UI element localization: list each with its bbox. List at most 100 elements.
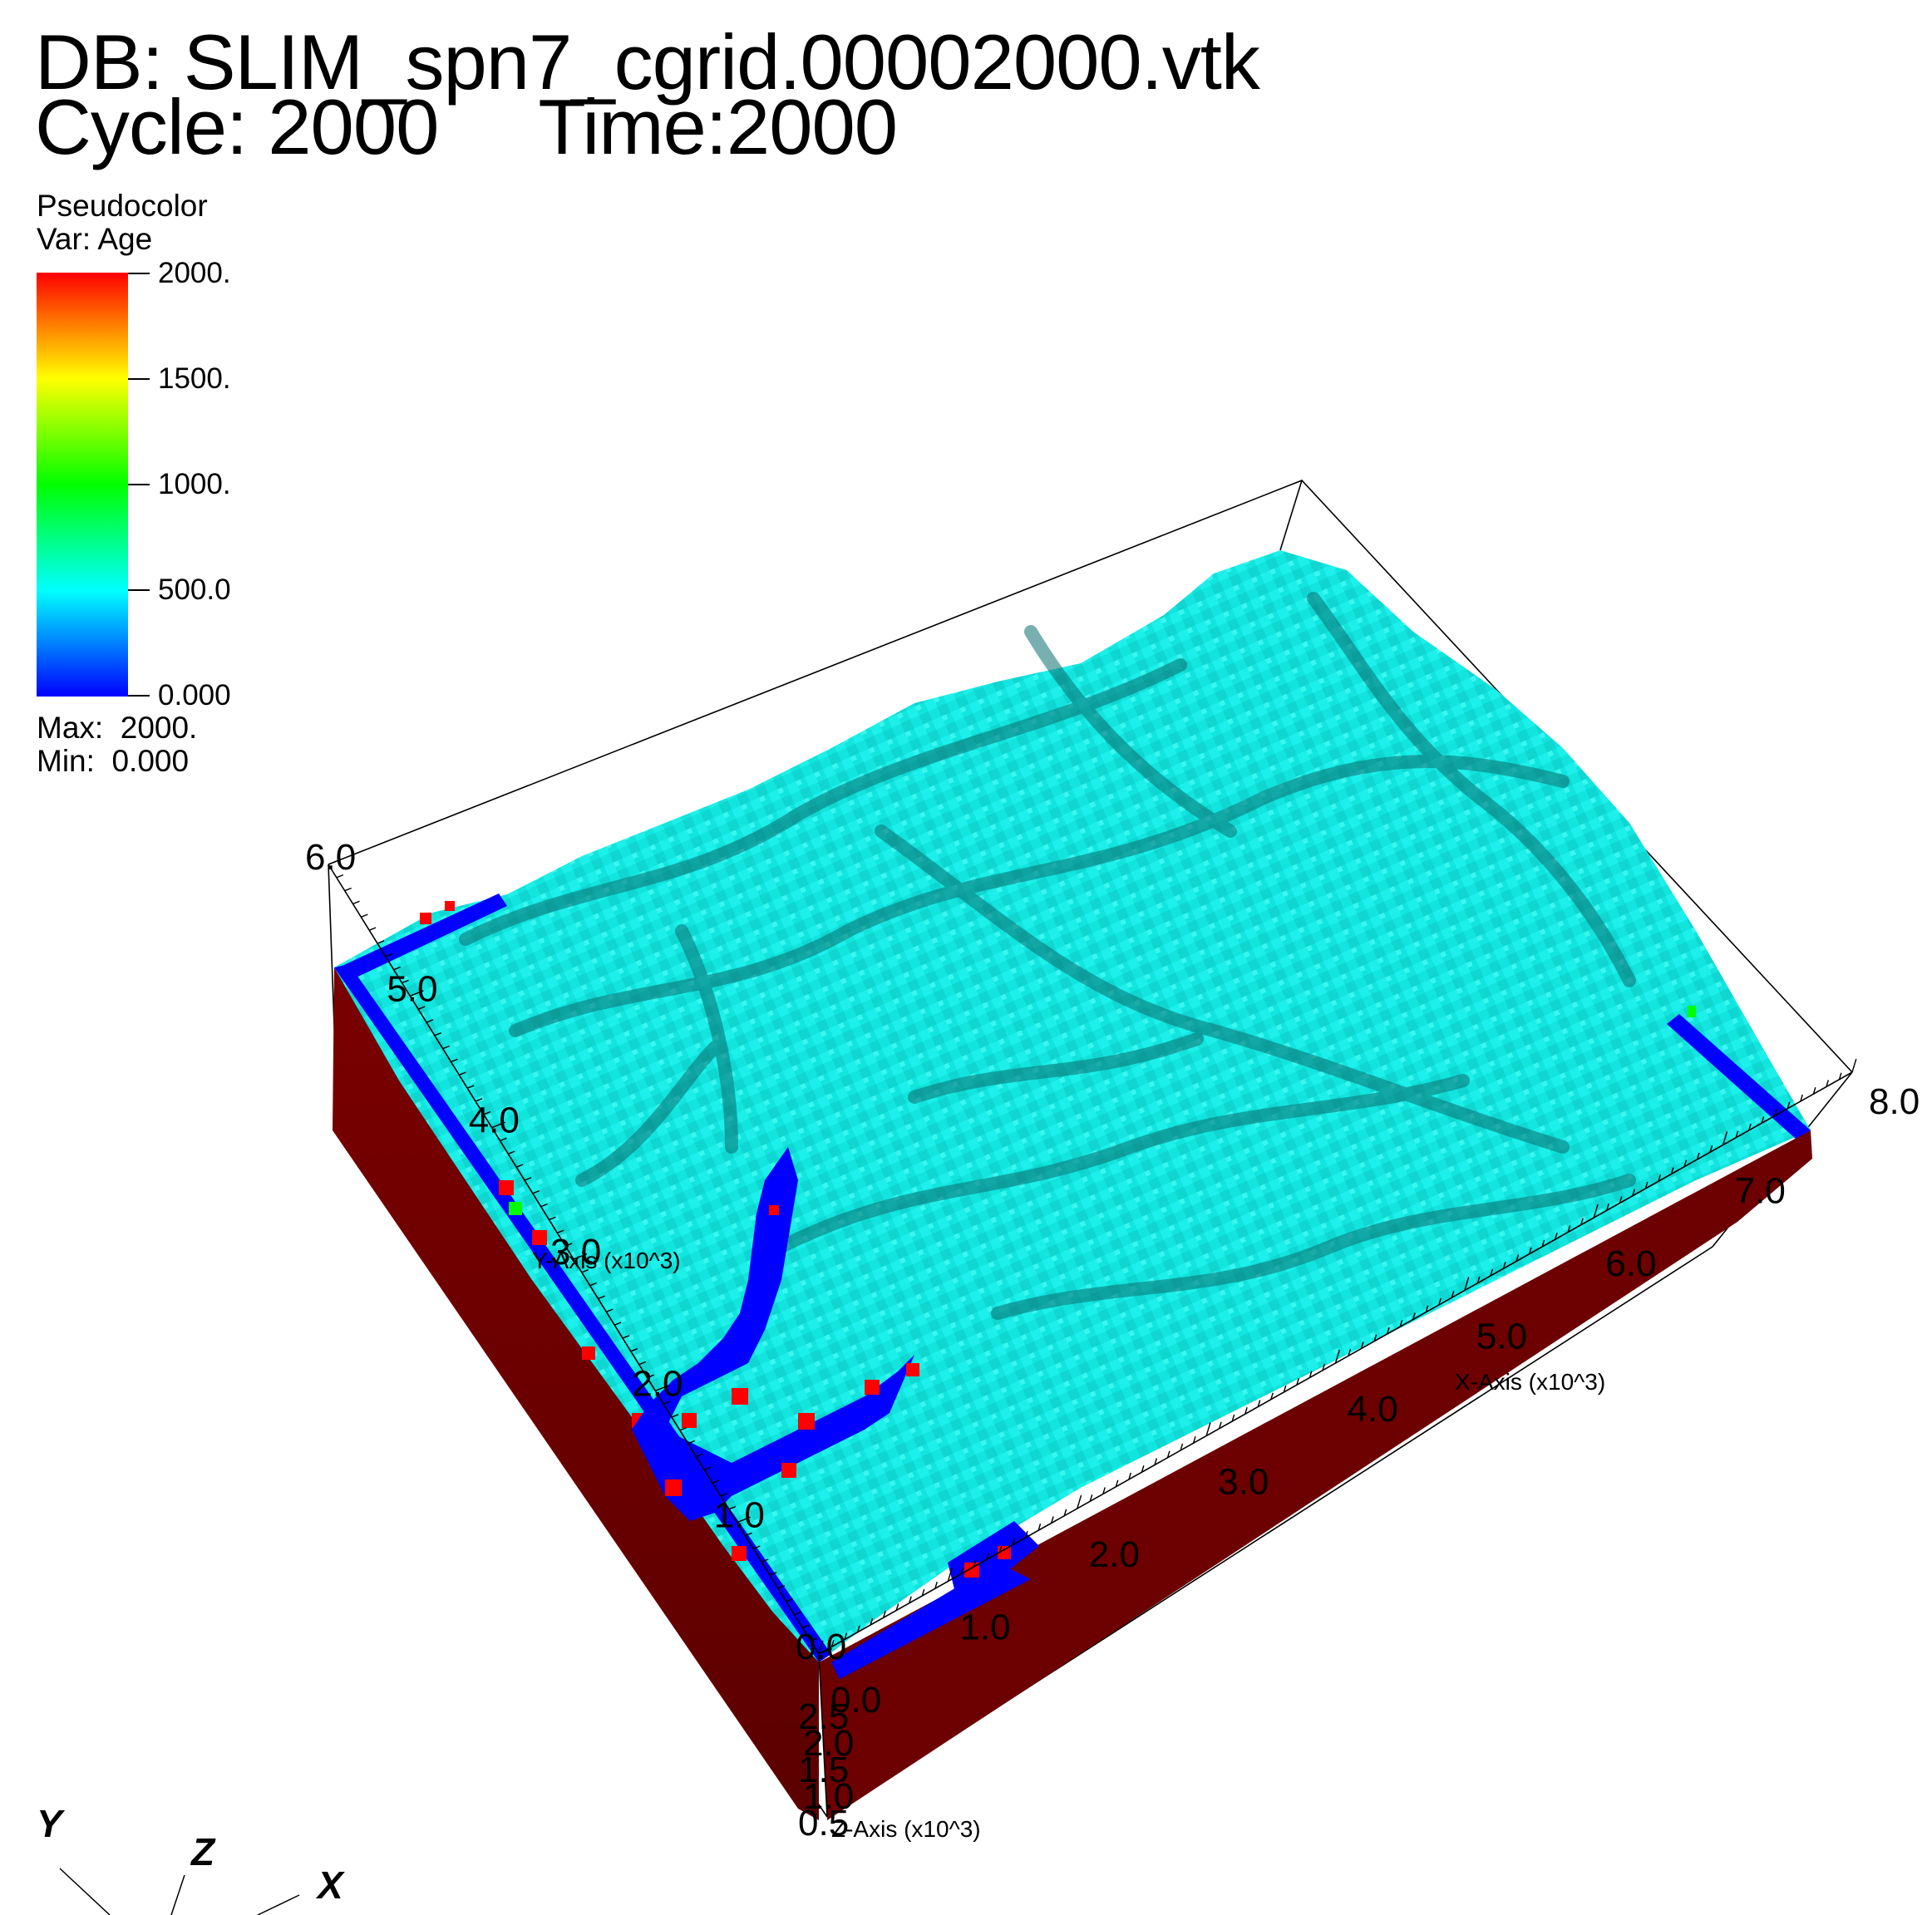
x-tick	[1748, 1123, 1752, 1131]
x-tick	[909, 1596, 912, 1603]
y-tick-label: 6.0	[305, 837, 356, 878]
y-tick-label: 2.0	[632, 1363, 683, 1404]
y-tick-label: 5.0	[387, 968, 437, 1009]
y-tick	[368, 927, 377, 931]
x-tick	[1528, 1247, 1532, 1254]
x-tick	[947, 1568, 953, 1582]
x-axis-tick-labels: 0.0 1.0 2.0 3.0 4.0 5.0 6.0 7.0 8.0	[830, 1081, 1920, 1721]
x-tick	[1063, 1509, 1067, 1516]
x-tick	[1412, 1312, 1416, 1320]
x-tick	[1838, 1072, 1842, 1080]
y-tick	[508, 1150, 515, 1154]
y-tick	[336, 874, 344, 879]
x-tick	[1051, 1516, 1054, 1524]
x-tick	[1037, 1524, 1042, 1531]
x-tick-label: 4.0	[1348, 1389, 1398, 1430]
x-tick	[1722, 1131, 1728, 1145]
y-tick	[704, 1466, 712, 1470]
triad-y-label: Y	[37, 1802, 66, 1845]
y-tick	[769, 1572, 777, 1576]
y-tick	[515, 1164, 524, 1168]
y-tick	[818, 1647, 833, 1655]
x-tick-label: 1.0	[959, 1607, 1010, 1648]
x-tick	[883, 1611, 886, 1618]
x-tick-label: 3.0	[1218, 1462, 1269, 1503]
x-tick	[1128, 1472, 1131, 1480]
x-tick-label: 0.0	[830, 1680, 881, 1721]
x-tick	[1593, 1204, 1599, 1218]
y-tick	[614, 1322, 622, 1326]
x-tick	[1154, 1458, 1158, 1465]
x-tick	[986, 1553, 990, 1560]
y-tick	[352, 900, 360, 905]
y-tick	[761, 1558, 769, 1563]
x-tick	[1348, 1349, 1352, 1356]
y-tick	[451, 1058, 458, 1063]
y-tick	[794, 1611, 801, 1616]
y-tick	[606, 1308, 614, 1312]
x-tick	[856, 1625, 860, 1632]
legend-tick-label: 1500.	[158, 362, 231, 395]
z-axis-title: Z-Axis (x10^3)	[831, 1816, 981, 1842]
z-axis-tick-labels: 2.52.01.51.00.5	[798, 1696, 854, 1844]
y-axis-ticks	[328, 858, 833, 1655]
x-tick	[973, 1559, 977, 1568]
y-tick-label: 3.0	[550, 1232, 601, 1273]
x-tick	[1309, 1371, 1313, 1378]
x-tick	[934, 1582, 938, 1589]
x-tick	[1089, 1494, 1093, 1502]
x-tick	[1696, 1152, 1700, 1160]
x-tick	[1541, 1239, 1545, 1248]
x-tick	[870, 1617, 874, 1626]
y-tick-label: 4.0	[469, 1100, 520, 1141]
x-tick	[1360, 1341, 1364, 1349]
x-tick	[1658, 1174, 1662, 1182]
x-tick	[1257, 1400, 1261, 1407]
legend-max-label: Max: 2000.	[37, 711, 198, 745]
y-tick	[459, 1071, 466, 1076]
x-tick	[1192, 1436, 1196, 1444]
x-tick	[1464, 1277, 1470, 1291]
x-tick	[1024, 1530, 1028, 1538]
database-label: DB: SLIM_spn7_cgrid.00002000.vtk	[35, 18, 1260, 106]
y-tick	[434, 1031, 442, 1036]
legend-variable: Var: Age	[37, 222, 153, 256]
x-tick	[1180, 1443, 1184, 1451]
x-tick	[1166, 1450, 1171, 1458]
y-tick	[564, 1243, 573, 1247]
x-tick	[1334, 1349, 1340, 1364]
surface-side-front	[819, 1130, 1812, 1820]
legend-tick-label: 500.0	[158, 574, 231, 606]
z-tick-label: 0.5	[798, 1803, 849, 1844]
y-tick	[696, 1453, 703, 1458]
y-tick	[532, 1189, 540, 1194]
y-tick	[402, 979, 409, 984]
x-tick	[1399, 1320, 1403, 1327]
y-tick	[671, 1414, 679, 1418]
x-axis-ticks	[818, 1058, 1857, 1655]
y-tick	[581, 1268, 589, 1273]
legend-tick-label: 2000.	[158, 257, 231, 289]
y-tick	[679, 1426, 688, 1431]
x-tick	[1632, 1189, 1635, 1196]
x-tick	[1373, 1334, 1378, 1341]
y-tick	[786, 1597, 793, 1602]
y-tick	[410, 990, 424, 997]
y-tick	[466, 1085, 475, 1089]
x-tick	[1476, 1276, 1481, 1283]
y-tick	[557, 1229, 564, 1233]
z-tick-label: 1.0	[803, 1776, 854, 1817]
y-tick	[647, 1374, 654, 1379]
y-axis-title: Y-Axis (x10^3)	[532, 1248, 681, 1273]
orientation-triad: Y Z X	[37, 1802, 345, 1915]
triad-x-label: X	[315, 1863, 345, 1907]
legend-tick-label: 1000.	[158, 468, 231, 500]
y-tick	[777, 1584, 786, 1589]
cycle-time-line: Cycle: 2000 Time:2000	[35, 88, 898, 166]
x-tick	[1244, 1407, 1248, 1415]
y-tick	[688, 1440, 695, 1445]
z-tick-label: 2.5	[798, 1696, 849, 1737]
y-tick	[344, 887, 352, 892]
